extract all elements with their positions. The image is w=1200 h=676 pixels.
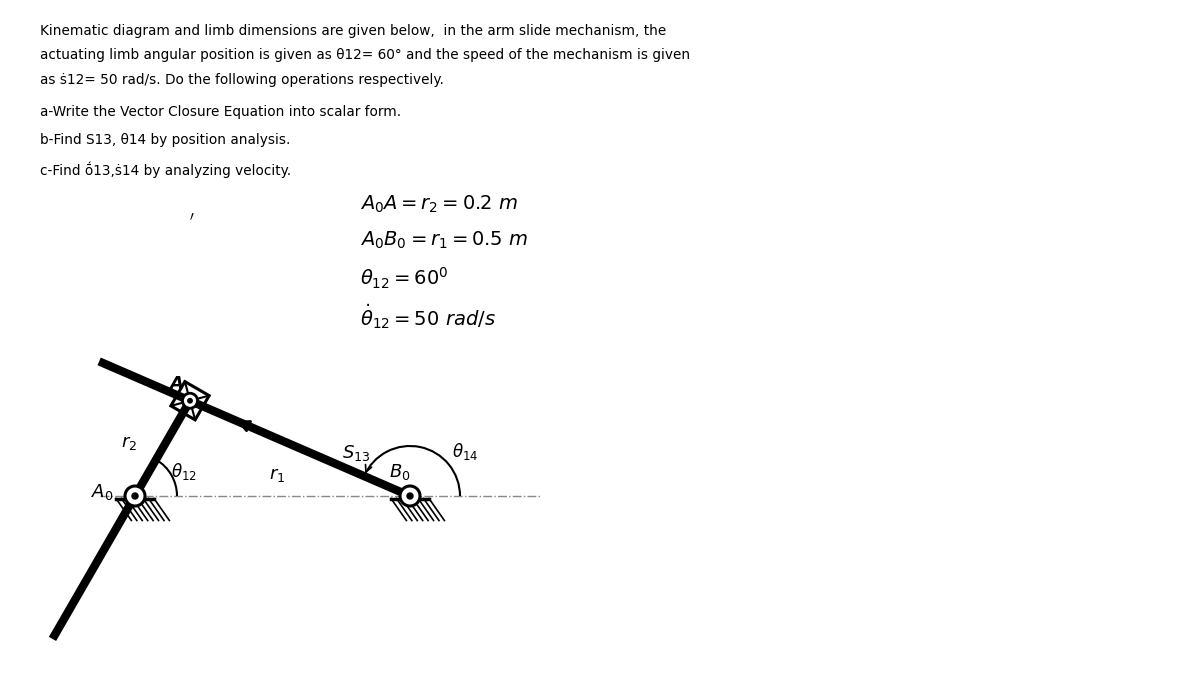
Text: $A_0B_0 = r_1 = 0.5\ m$: $A_0B_0 = r_1 = 0.5\ m$ [360,230,528,251]
Text: as ṡ12= 50 rad/s. Do the following operations respectively.: as ṡ12= 50 rad/s. Do the following opera… [40,73,444,87]
Text: $\theta_{14}$: $\theta_{14}$ [452,441,479,462]
Text: $S_{13}$: $S_{13}$ [342,443,371,463]
Text: a-Write the Vector Closure Equation into scalar form.: a-Write the Vector Closure Equation into… [40,105,401,119]
Text: Kinematic diagram and limb dimensions are given below,  in the arm slide mechani: Kinematic diagram and limb dimensions ar… [40,24,666,38]
Text: $r_1$: $r_1$ [269,466,286,484]
Circle shape [125,486,145,506]
Text: b-Find S13, θ14 by position analysis.: b-Find S13, θ14 by position analysis. [40,133,290,147]
Text: $\boldsymbol{B_0}$: $\boldsymbol{B_0}$ [389,462,410,482]
Text: $\theta_{12} = 60^0$: $\theta_{12} = 60^0$ [360,266,449,291]
Text: $\dot{\theta}_{12} = 50\ rad/s$: $\dot{\theta}_{12} = 50\ rad/s$ [360,302,496,331]
Text: $'$: $'$ [190,212,194,231]
Text: $\boldsymbol{A_0}$: $\boldsymbol{A_0}$ [90,482,113,502]
Text: c-Find ṓ13,ṡ14 by analyzing velocity.: c-Find ṓ13,ṡ14 by analyzing velocity. [40,162,292,178]
Circle shape [132,493,138,499]
Circle shape [407,493,413,499]
Text: $r_2$: $r_2$ [121,435,138,452]
Text: actuating limb angular position is given as θ12= 60° and the speed of the mechan: actuating limb angular position is given… [40,49,690,62]
Circle shape [400,486,420,506]
Circle shape [188,399,192,403]
Text: $\boldsymbol{A}$: $\boldsymbol{A}$ [168,375,184,393]
Text: $\theta_{12}$: $\theta_{12}$ [170,461,197,482]
Text: $A_0A = r_2 = 0.2\ m$: $A_0A = r_2 = 0.2\ m$ [360,194,518,215]
Circle shape [182,393,198,408]
